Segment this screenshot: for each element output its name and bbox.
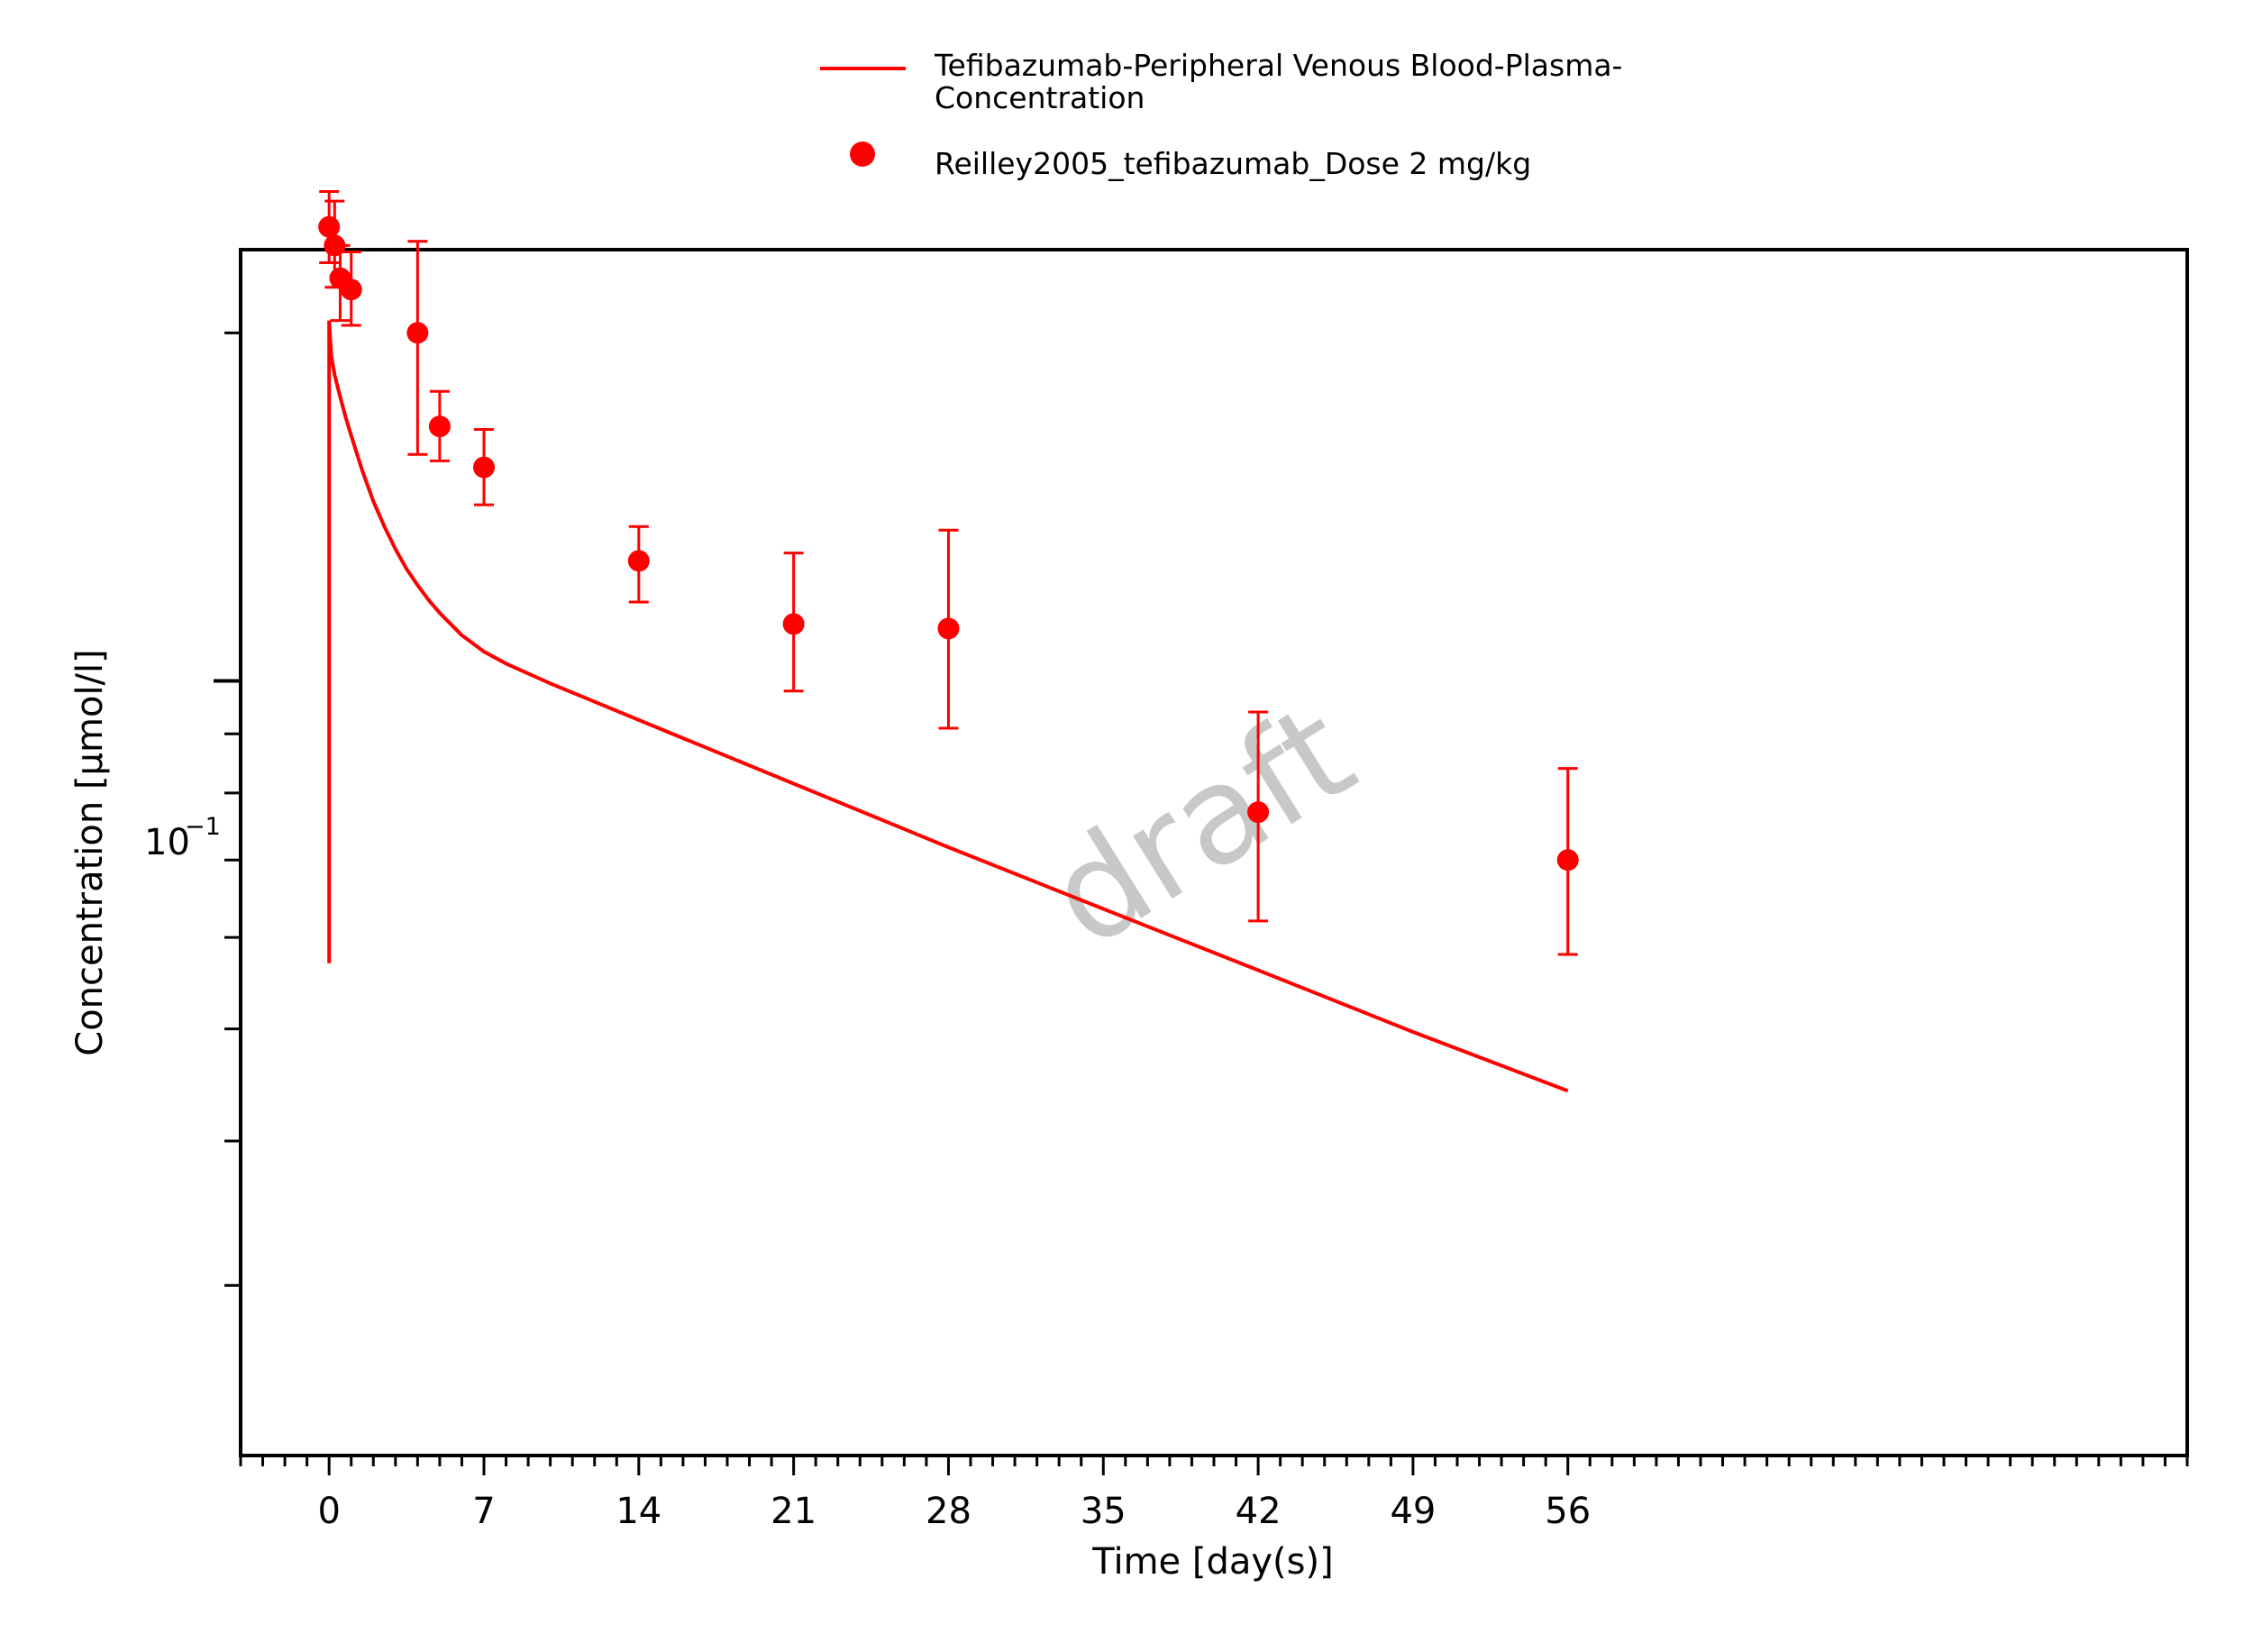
observed-data-point [1247, 801, 1270, 824]
draft-watermark: draft [1023, 674, 1380, 978]
observed-data-point [627, 550, 650, 572]
legend-label-line-1: Tefibazumab-Peripheral Venous Blood-Plas… [934, 48, 1622, 83]
legend-label-scatter: Reilley2005_tefibazumab_Dose 2 mg/kg [935, 146, 1531, 181]
x-tick-label: 35 [1081, 1491, 1126, 1532]
observed-data-point [937, 617, 960, 640]
x-tick-label: 28 [926, 1491, 971, 1532]
y-tick-label-exponent: −1 [185, 813, 221, 841]
observed-data-point [1556, 849, 1579, 872]
x-tick-label: 0 [317, 1491, 340, 1532]
observed-data-point [406, 322, 429, 344]
x-tick-label: 21 [771, 1491, 816, 1532]
x-tick-label: 42 [1236, 1491, 1282, 1532]
x-tick-label: 49 [1390, 1491, 1436, 1532]
x-axis-ticks: 0 7 14 21 28 35 42 49 56 [239, 1456, 2189, 1532]
y-tick-label-base: 10 [144, 822, 190, 863]
series-layer [318, 190, 1579, 1093]
x-tick-label: 56 [1545, 1491, 1591, 1532]
observed-data-point [340, 278, 362, 301]
observed-data-point [473, 456, 495, 479]
y-axis-label: Concentration [µmol/l] [69, 649, 111, 1055]
x-tick-label: 7 [472, 1491, 495, 1532]
observed-data-point [782, 613, 805, 635]
y-axis-ticks [214, 331, 241, 1287]
x-tick-label: 14 [616, 1491, 661, 1532]
x-axis-label: Time [day(s)] [1091, 1541, 1333, 1583]
legend-label-line-2: Concentration [935, 80, 1145, 115]
observed-data-point [428, 415, 451, 438]
legend-circle-swatch [850, 141, 875, 167]
legend: Tefibazumab-Peripheral Venous Blood-Plas… [820, 48, 1622, 181]
observed-data-point [318, 215, 341, 238]
simulated-concentration-line [327, 320, 1569, 1093]
